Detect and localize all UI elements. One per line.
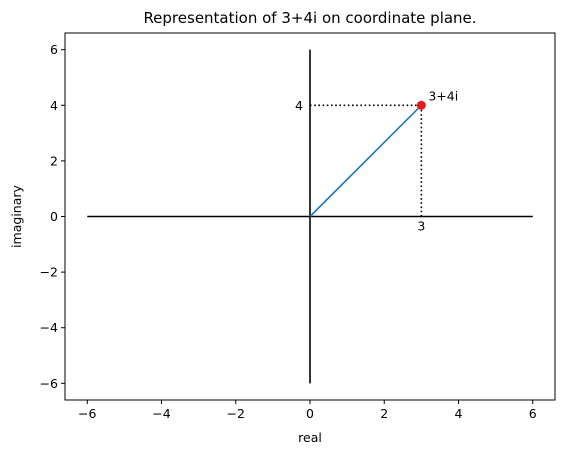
y-tick-label: 0 xyxy=(50,209,58,224)
x-tick-label: −2 xyxy=(227,406,245,421)
y-tick-label: −4 xyxy=(40,320,58,335)
point-label: 3+4i xyxy=(428,88,458,103)
vector-line xyxy=(309,104,422,218)
x-axis-label: real xyxy=(298,430,322,445)
y-tick-label: −6 xyxy=(40,376,58,391)
y-tick-label: 4 xyxy=(50,98,58,113)
y-axis-ticks: −6 −4 −2 0 2 4 6 xyxy=(40,42,65,391)
x-tick-label: 2 xyxy=(380,406,388,421)
axis-annotation: 4 xyxy=(295,98,303,113)
x-tick-label: 4 xyxy=(455,406,463,421)
y-tick-label: 6 xyxy=(50,42,58,57)
y-tick-label: −2 xyxy=(40,265,58,280)
x-tick-label: −4 xyxy=(152,406,170,421)
x-tick-label: 0 xyxy=(306,406,314,421)
x-tick-label: −6 xyxy=(78,406,96,421)
chart-title: Representation of 3+4i on coordinate pla… xyxy=(143,9,476,27)
x-tick-label: 6 xyxy=(529,406,537,421)
x-axis-ticks: −6 −4 −2 0 2 4 6 xyxy=(78,400,537,421)
series-layer: 3+4i 4 3 xyxy=(87,49,533,384)
axis-annotation: 3 xyxy=(417,219,425,234)
y-axis-label: imaginary xyxy=(9,184,24,247)
y-tick-label: 2 xyxy=(50,153,58,168)
complex-point xyxy=(416,100,426,110)
